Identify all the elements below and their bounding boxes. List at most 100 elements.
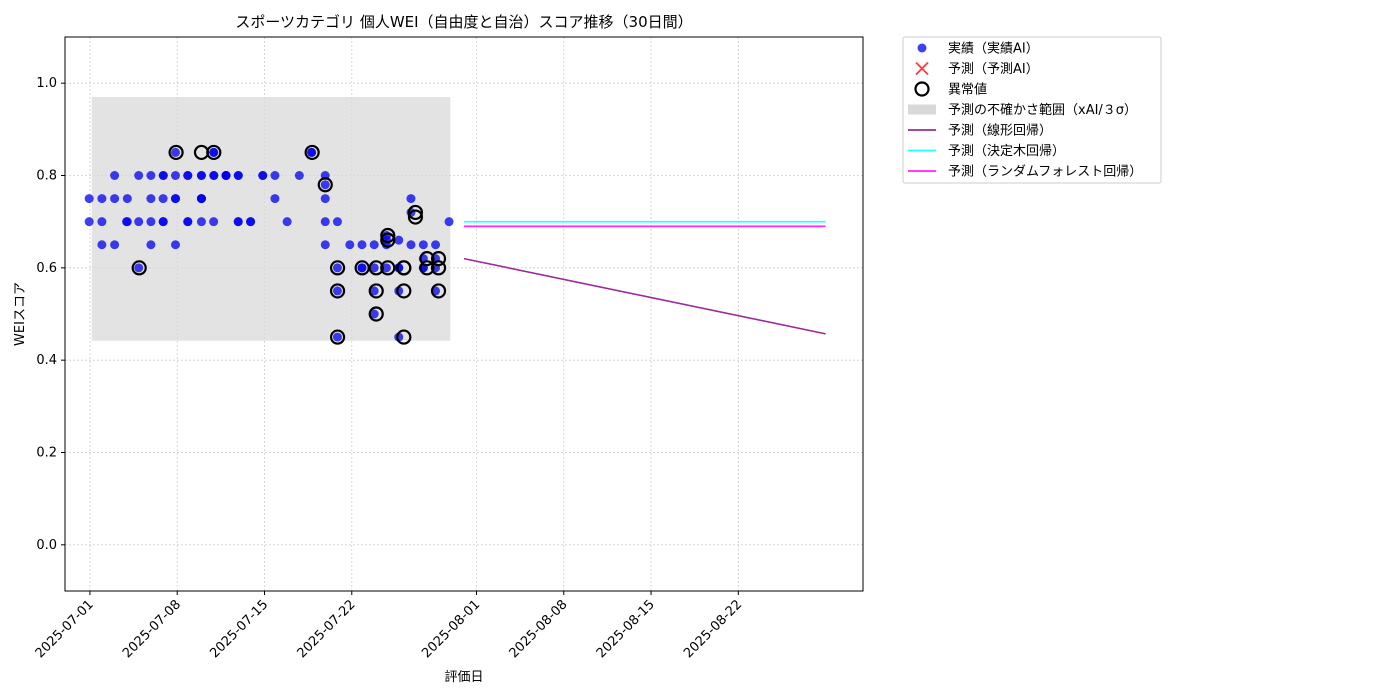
legend-marker-dot (917, 43, 927, 53)
legend-item: 予測の不確かさ範囲（xAI/３σ） (908, 102, 1137, 118)
legend-item: 予測（決定木回帰） (908, 143, 1065, 159)
x-tick-label: 2025-08-01 (419, 597, 483, 661)
actual-point (170, 171, 180, 180)
actual-point (221, 171, 231, 180)
actual-point (146, 217, 156, 227)
actual-point (183, 217, 193, 227)
actual-point (84, 194, 94, 204)
actual-point (209, 171, 219, 180)
actual-point (332, 263, 342, 273)
actual-point (345, 240, 355, 250)
actual-point (196, 217, 206, 227)
anomaly-rings-layer (131, 144, 447, 345)
legend-marker-band (908, 104, 936, 115)
legend-label: 予測の不確かさ範囲（xAI/３σ） (948, 102, 1137, 118)
actual-point (394, 332, 404, 342)
actual-point (332, 286, 342, 296)
y-tick-label: 0.2 (36, 446, 57, 461)
actual-point (110, 194, 120, 204)
actual-point (209, 147, 219, 157)
anomaly-ring (407, 204, 424, 221)
legend-label: 予測（決定木回帰） (948, 143, 1065, 159)
anomaly-ring (131, 260, 147, 276)
actual-point (320, 180, 330, 190)
actual-point (381, 263, 391, 273)
actual-point (158, 194, 168, 204)
anomaly-ring (407, 209, 424, 225)
anomaly-ring (430, 251, 447, 267)
actual-point (97, 194, 107, 204)
y-axis-label: WEIスコア (13, 282, 28, 346)
forecast-line (463, 257, 826, 335)
actual-point (110, 171, 120, 180)
legend-item: 実績（実績AI） (917, 41, 1039, 57)
forecast-lines-layer (463, 220, 826, 335)
actual-point (183, 171, 193, 180)
anomaly-ring (368, 260, 384, 276)
anomaly-ring (380, 232, 396, 248)
actual-point (357, 240, 367, 250)
actual-point (369, 263, 379, 273)
anomaly-ring (396, 283, 412, 299)
actual-point (307, 147, 317, 157)
actual-point (84, 217, 94, 227)
legend-frame (902, 36, 1162, 184)
actual-point (134, 171, 144, 180)
actual-point (171, 194, 181, 204)
uncertainty-band-layer (91, 97, 451, 341)
actual-point (110, 240, 120, 250)
actual-point (418, 240, 428, 250)
actual-point (282, 217, 292, 227)
anomaly-ring (396, 329, 412, 345)
anomaly-ring (430, 260, 447, 276)
y-tick-label: 0.6 (36, 261, 57, 276)
actual-point (97, 217, 107, 227)
anomaly-ring (419, 260, 435, 276)
x-tick-label: 2025-08-22 (681, 597, 745, 661)
actual-point (122, 194, 132, 204)
actual-point (431, 240, 441, 250)
anomaly-ring (304, 144, 320, 161)
legend-label: 予測（ランダムフォレスト回帰） (948, 164, 1142, 180)
actual-point (233, 217, 243, 227)
actual-point (369, 240, 379, 250)
x-tick-label: 2025-08-08 (507, 597, 571, 661)
actual-point (406, 194, 416, 204)
actual-point (122, 217, 132, 227)
actual-point (320, 194, 330, 204)
y-axis: 0.0 0.2 0.4 0.6 0.8 1.0 (36, 76, 65, 553)
x-tick-label: 2025-07-15 (207, 597, 271, 661)
legend-item: 予測（線形回帰） (908, 123, 1052, 139)
plot-area-frame (64, 36, 864, 592)
actual-point (369, 286, 379, 296)
actual-point (146, 240, 156, 250)
y-tick-label: 0.8 (36, 169, 57, 184)
actual-point (406, 240, 416, 250)
actual-point (332, 217, 342, 227)
x-axis: 2025-07-01 2025-07-08 2025-07-15 2025-07-22… (33, 591, 745, 661)
actual-point (209, 217, 219, 227)
anomaly-ring (206, 144, 222, 161)
actual-point (394, 263, 404, 273)
anomaly-ring (368, 283, 384, 299)
x-tick-label: 2025-07-08 (120, 597, 184, 661)
actual-point (196, 194, 206, 204)
anomaly-ring (168, 144, 184, 161)
actual-point (97, 240, 107, 250)
actual-point (196, 171, 206, 180)
y-tick-label: 0.0 (36, 538, 57, 553)
actual-point (246, 217, 256, 227)
actual-point (170, 147, 180, 157)
actual-point (444, 217, 454, 227)
legend-item: 予測（予測AI） (915, 61, 1039, 77)
legend-marker-ring (914, 81, 930, 97)
actual-points-layer (84, 147, 454, 342)
anomaly-ring (430, 283, 447, 299)
anomaly-ring (329, 329, 346, 345)
anomaly-ring (368, 306, 384, 322)
anomaly-ring (396, 260, 412, 276)
actual-point (270, 171, 280, 180)
